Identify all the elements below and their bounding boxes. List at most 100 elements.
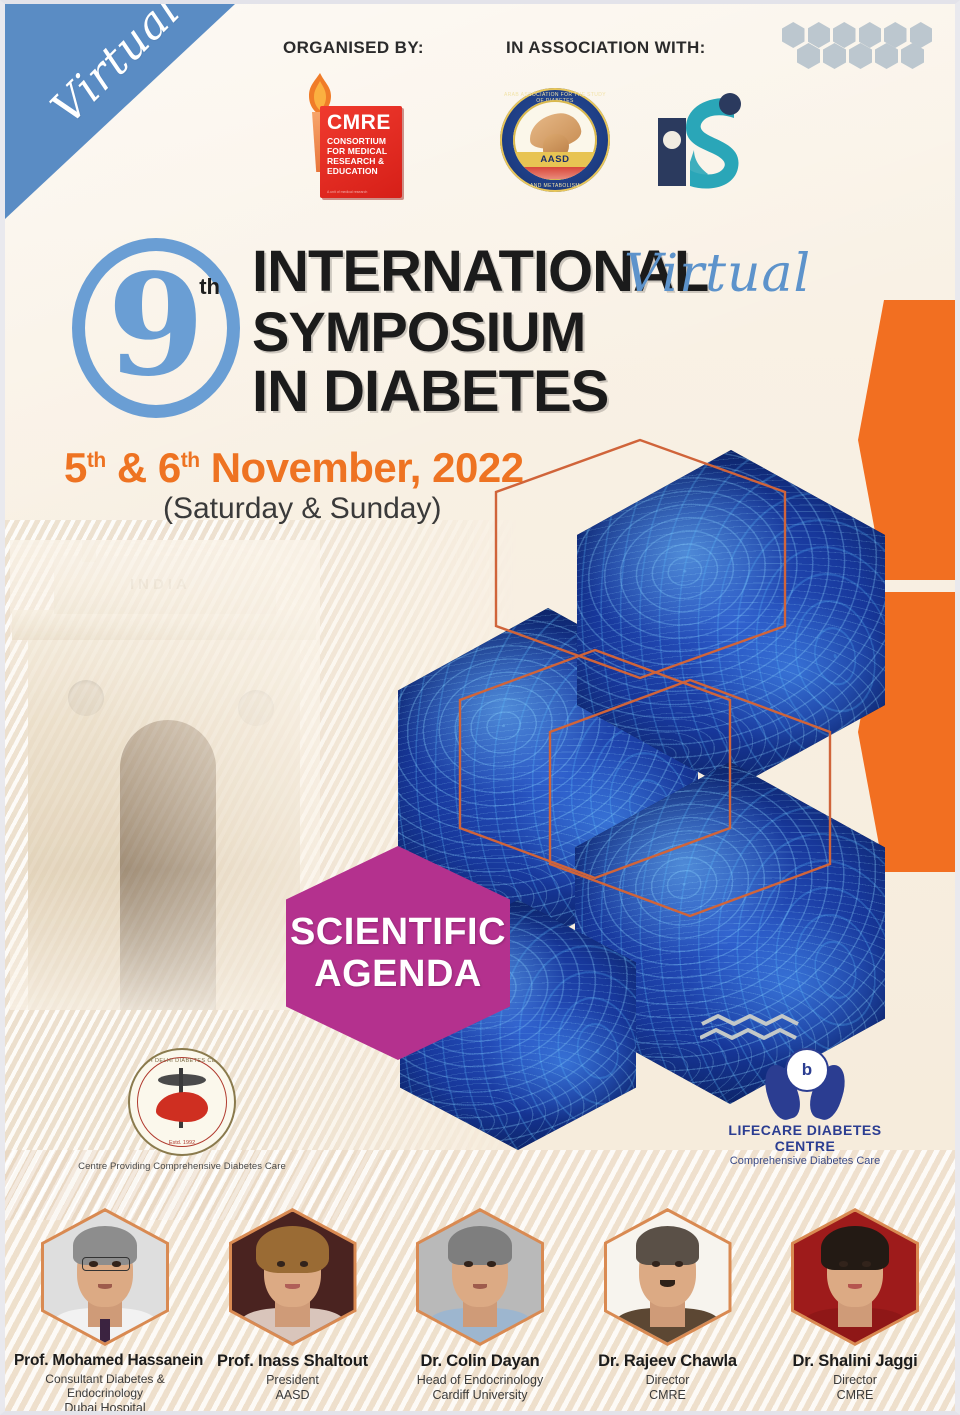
edition-ordinal: th (199, 274, 220, 299)
hexagon-icon (849, 43, 872, 69)
cmre-acronym: CMRE (327, 111, 391, 134)
speaker-role: Director (833, 1373, 877, 1387)
zigzag-decoration (700, 1014, 799, 1040)
speaker-photo-frame (416, 1208, 544, 1346)
hexagon-icon (884, 22, 907, 48)
hexagon-outline-group (458, 438, 832, 918)
speaker-role: President (266, 1373, 319, 1387)
agenda-badge-line-1: SCIENTIFIC (289, 911, 507, 953)
speaker-name: Prof. Inass Shaltout (217, 1352, 368, 1370)
hexagon-icon (782, 22, 805, 48)
speaker-photo-frame (603, 1208, 732, 1346)
title-line-1: INTERNATIONAL (252, 239, 709, 304)
hexagon-icon (823, 43, 846, 69)
cmre-logo-card: CMRE CONSORTIUM FOR MEDICAL RESEARCH & E… (320, 106, 402, 198)
speaker-photo-frame (228, 1208, 357, 1346)
speaker-photo (231, 1211, 354, 1343)
aasd-acronym: AASD (540, 154, 570, 165)
isi-monogram-icon (658, 93, 741, 189)
speaker-photo (794, 1211, 916, 1343)
lifecare-tagline: Comprehensive Diabetes Care (729, 1155, 881, 1167)
edition-number: 9 (107, 244, 205, 408)
aasd-arc-bottom-text: AND METABOLISM (530, 183, 580, 189)
event-title: INTERNATIONAL SYMPOSIUM IN DIABETES Virt… (252, 242, 912, 422)
date-day-1: 5 (64, 444, 87, 491)
cmre-logo: CMRE CONSORTIUM FOR MEDICAL RESEARCH & E… (296, 72, 404, 198)
hexagon-icon (909, 22, 932, 48)
speaker-photo-frame (791, 1208, 919, 1346)
speaker-card: Dr. Colin Dayan Head of Endocrinology Ca… (389, 1208, 571, 1415)
north-delhi-diabetes-centre-logo: NORTH DELHI DIABETES CENTRE Estd. 1992 C… (62, 1048, 302, 1172)
speaker-org: Cardiff University (432, 1388, 528, 1402)
india-map-icon (156, 1092, 208, 1122)
honeycomb-row-top (782, 22, 932, 48)
virtual-ribbon-label: Virtual (41, 0, 191, 134)
hexagon-icon (858, 22, 881, 48)
avatar (231, 1211, 354, 1343)
speaker-org: CMRE (649, 1388, 686, 1402)
hexagon-icon (875, 43, 898, 69)
hexagon-outline (494, 438, 787, 680)
title-line-2: SYMPOSIUM (252, 300, 586, 363)
avatar (419, 1211, 541, 1343)
isi-logo (650, 82, 750, 194)
aasd-logo: ARAB ASSOCIATION FOR THE STUDY OF DIABET… (500, 88, 610, 192)
lifecare-name: LIFECARE DIABETES CENTRE (728, 1122, 882, 1154)
speaker-card: Prof. Mohamed Hassanein Consultant Diabe… (14, 1208, 204, 1415)
nddc-seal-bottom-text: Estd. 1992 (168, 1140, 196, 1146)
hexagon-icon (901, 43, 924, 69)
aasd-red-band (513, 167, 597, 179)
lifecare-mark: b (759, 1048, 851, 1124)
date-day-2-ordinal: th (180, 449, 200, 472)
avatar (606, 1211, 729, 1343)
lifecare-badge-icon: b (785, 1048, 829, 1092)
speaker-card: Dr. Rajeev Chawla Director CMRE (577, 1208, 759, 1415)
date-day-1-ordinal: th (86, 449, 106, 472)
speaker-name: Prof. Mohamed Hassanein (14, 1352, 204, 1369)
virtual-corner-ribbon: Virtual (5, 4, 235, 219)
hexagon-icon (797, 43, 820, 69)
speaker-org: CMRE (836, 1388, 874, 1402)
lifecare-diabetes-centre-logo: b LIFECARE DIABETES CENTRE Comprehensive… (705, 1048, 905, 1167)
aasd-name-band: AASD (513, 152, 597, 167)
date-month-year: November, 2022 (199, 444, 524, 491)
speaker-role: Director (645, 1373, 690, 1387)
hexagon-icon (807, 22, 830, 48)
speaker-photo (419, 1211, 541, 1343)
avatar (44, 1211, 166, 1343)
speaker-card: Prof. Inass Shaltout President AASD (202, 1208, 384, 1415)
speaker-org: AASD (275, 1388, 310, 1402)
hexagon-icon (833, 22, 856, 48)
nddc-seal-inner-ring (137, 1057, 227, 1147)
speaker-photo-frame (41, 1208, 169, 1346)
speaker-name: Dr. Shalini Jaggi (792, 1352, 918, 1370)
in-association-with-label: IN ASSOCIATION WITH: (506, 38, 706, 57)
speaker-org: Dubai Hospital (64, 1401, 146, 1415)
title-virtual-script: Virtual (624, 244, 812, 304)
speaker-name: Dr. Rajeev Chawla (598, 1352, 737, 1370)
speaker-role: Head of Endocrinology (416, 1373, 544, 1387)
edition-badge: 9 th (72, 238, 240, 418)
title-line-3: IN DIABETES (252, 359, 609, 424)
flame-icon (309, 73, 331, 115)
nddc-tagline: Centre Providing Comprehensive Diabetes … (78, 1161, 286, 1172)
speaker-list: Prof. Mohamed Hassanein Consultant Diabe… (0, 1208, 960, 1415)
hexagon-outline (458, 648, 732, 880)
date-day-2: 6 (157, 444, 181, 491)
agenda-badge-line-2: AGENDA (314, 953, 482, 995)
india-gate-side-fade (10, 540, 320, 1010)
event-date: 5th & 6th November, 2022 (64, 444, 524, 492)
nddc-seal-top-text: NORTH DELHI DIABETES CENTRE (131, 1058, 233, 1064)
date-ampersand: & (105, 444, 158, 491)
hexagon-outline (548, 678, 832, 918)
avatar (794, 1211, 916, 1343)
honeycomb-decoration (782, 22, 932, 69)
cmre-fine-print: A unit of medical research (327, 189, 368, 194)
organised-by-label: ORGANISED BY: (283, 38, 424, 57)
nddc-seal: NORTH DELHI DIABETES CENTRE Estd. 1992 (128, 1048, 236, 1156)
speaker-card: Dr. Shalini Jaggi Director CMRE (764, 1208, 946, 1415)
speaker-name: Dr. Colin Dayan (420, 1352, 540, 1370)
event-days: (Saturday & Sunday) (163, 492, 442, 525)
